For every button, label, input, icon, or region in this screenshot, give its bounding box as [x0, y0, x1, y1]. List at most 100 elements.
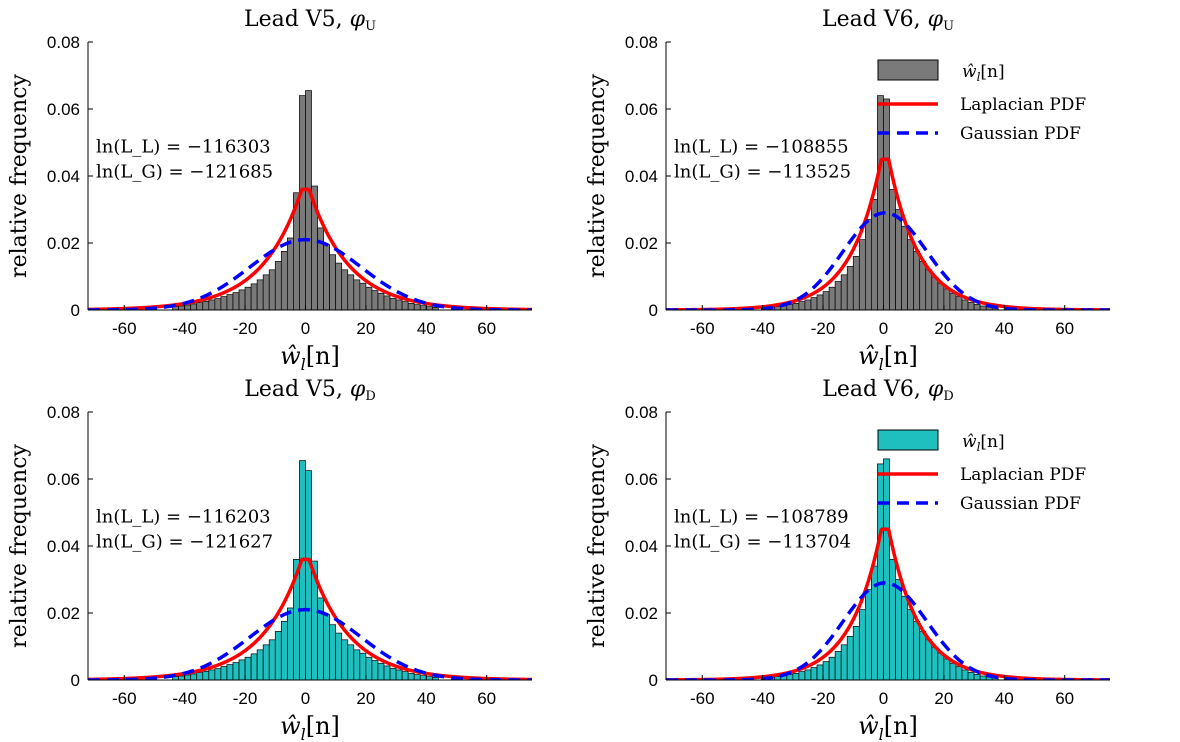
histogram-bar	[347, 274, 355, 310]
histogram-bar	[883, 458, 890, 680]
y-tick-label: 0	[71, 301, 80, 320]
histogram-bar	[834, 651, 842, 680]
histogram-bar	[401, 671, 409, 680]
histogram-bar	[852, 626, 860, 680]
x-axis-label: ŵl[n]	[280, 712, 340, 742]
histogram-bar	[931, 646, 939, 680]
loglik-gaussian-annotation: ln(L_G) = −121627	[96, 532, 273, 553]
loglik-laplacian-annotation: ln(L_L) = −108789	[674, 507, 849, 528]
histogram-bar	[431, 306, 439, 310]
x-tick-label: 40	[417, 319, 436, 338]
x-tick-label: -40	[172, 689, 197, 708]
chart-panel-1: 0 0.02 0.04 0.06 0.08 -60 -40 -20 0 20 40 60 Lead V5…	[7, 7, 532, 374]
histogram-bar	[178, 675, 186, 680]
histogram-bar	[877, 463, 884, 680]
histogram-bar	[846, 636, 854, 680]
histogram-bar	[196, 302, 204, 310]
x-tick-label: 20	[934, 319, 953, 338]
histogram-bar	[389, 297, 397, 310]
x-tick-label: -60	[690, 319, 715, 338]
chart-panel-4: 0 0.02 0.04 0.06 0.08 -60 -40 -20 0 20 40 60 Lead V6…	[585, 377, 1110, 742]
x-tick-label: 20	[356, 689, 375, 708]
y-axis-label: relative frequency	[585, 443, 610, 647]
x-tick-label: 60	[477, 319, 496, 338]
chart-panel-3: 0 0.02 0.04 0.06 0.08 -60 -40 -20 0 20 40 60 Lead V5…	[7, 377, 532, 742]
histogram-bar	[937, 652, 945, 680]
chart-title: Lead V6, φD	[822, 377, 954, 404]
y-tick-label: 0.04	[625, 167, 658, 186]
histogram-bar	[955, 666, 963, 680]
loglik-laplacian-annotation: ln(L_L) = −116203	[96, 507, 271, 528]
histogram-bar	[329, 624, 337, 680]
histogram-bar	[329, 254, 337, 310]
histogram-bar	[425, 306, 433, 310]
histogram-bar	[840, 644, 848, 680]
histogram-bar	[226, 664, 234, 680]
x-tick-label: 40	[995, 319, 1014, 338]
histogram-bar	[268, 639, 276, 680]
y-axis-label: relative frequency	[7, 73, 32, 277]
y-tick-label: 0	[649, 301, 658, 320]
histogram-bar	[967, 671, 975, 680]
chart-title: Lead V5, φD	[244, 377, 376, 404]
histogram-bar	[262, 644, 270, 680]
x-tick-label: 0	[879, 319, 888, 338]
histogram-bar	[949, 292, 957, 310]
histogram-bar	[305, 90, 312, 310]
histogram-bar	[365, 286, 373, 310]
y-tick-label: 0.08	[625, 33, 658, 52]
histogram-bar	[834, 281, 842, 310]
x-tick-label: 60	[1055, 319, 1074, 338]
legend-gaussian-label: Gaussian PDF	[960, 124, 1081, 144]
y-tick-label: 0.02	[47, 604, 80, 623]
histogram-bar	[256, 649, 264, 680]
x-axis-label: ŵl[n]	[858, 712, 918, 742]
histogram-bar	[822, 291, 830, 310]
x-axis-label: ŵl[n]	[280, 342, 340, 374]
legend-histogram-label: ŵl[n]	[962, 62, 1005, 84]
histogram-bar	[184, 304, 192, 310]
histogram-bar	[208, 299, 216, 310]
histogram-bar	[804, 669, 812, 680]
legend-histogram-swatch	[877, 59, 939, 81]
histogram-bar	[365, 656, 373, 680]
histogram-bar	[323, 614, 330, 680]
histogram-bar	[202, 670, 210, 680]
histogram-bar	[323, 244, 330, 310]
histogram-bar	[214, 298, 222, 310]
histogram-bar	[383, 295, 391, 310]
histogram-bar	[232, 662, 240, 680]
histogram-bar	[840, 274, 848, 310]
chart-panel-2: 0 0.02 0.04 0.06 0.08 -60 -40 -20 0 20 40 60 Lead V6…	[585, 7, 1110, 374]
loglik-gaussian-annotation: ln(L_G) = −121685	[96, 162, 273, 183]
gaussian-pdf-curve	[88, 607, 532, 680]
histogram-bar	[383, 665, 391, 680]
histogram-bar	[299, 460, 306, 680]
histogram-bar	[274, 261, 282, 310]
histogram-bar	[280, 251, 288, 310]
histogram-bar	[913, 621, 921, 680]
histogram-bar	[901, 225, 908, 310]
x-tick-label: 0	[879, 689, 888, 708]
histogram-bar	[901, 595, 908, 680]
y-tick-label: 0	[71, 671, 80, 690]
histogram-bar	[401, 301, 409, 310]
histogram-bar	[184, 674, 192, 680]
histogram-bar	[804, 299, 812, 310]
histogram-bar	[190, 673, 198, 680]
histogram-bar	[864, 219, 872, 310]
plot-area	[666, 458, 1110, 680]
legend-gaussian-label: Gaussian PDF	[960, 494, 1081, 514]
y-tick-label: 0.04	[625, 537, 658, 556]
histogram-bar	[178, 305, 186, 310]
chart-title: Lead V5, φU	[244, 7, 376, 34]
histogram-bar	[238, 289, 246, 310]
histogram-bar	[341, 269, 349, 310]
histogram-bar	[208, 669, 216, 680]
histogram-bar	[913, 251, 921, 310]
histogram-bar	[425, 676, 433, 680]
histogram-bar	[937, 282, 945, 310]
histogram-bar	[858, 239, 866, 310]
y-tick-label: 0.08	[47, 33, 80, 52]
